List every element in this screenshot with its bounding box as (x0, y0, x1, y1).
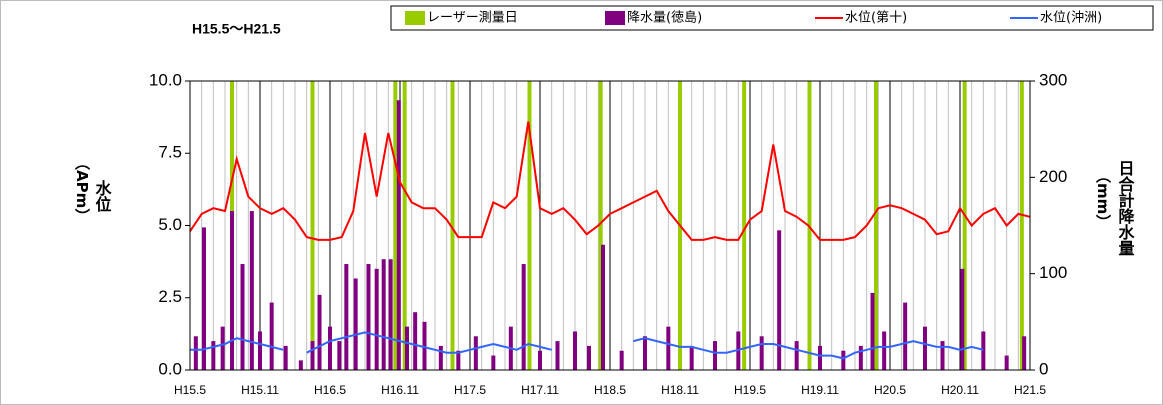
rain-bar (689, 345, 694, 370)
rain-bar (310, 341, 315, 370)
rain-bar (240, 264, 245, 370)
x-tick-label: H20.11 (941, 383, 979, 397)
rain-bar (981, 331, 986, 370)
y2-axis-unit: （mm） (1094, 168, 1112, 229)
rain-bar (903, 302, 908, 370)
rain-bar (353, 278, 358, 370)
rain-bar (587, 345, 591, 370)
rain-bar (258, 331, 262, 370)
rain-bar (317, 294, 322, 370)
rain-bar (1004, 355, 1009, 370)
y-tick-label: 5.0 (158, 215, 182, 234)
rain-bar (882, 331, 887, 370)
x-tick-label: H16.5 (314, 383, 346, 397)
legend-swatch (605, 11, 625, 25)
x-tick-label: H19.5 (734, 383, 766, 397)
rain-bar (374, 268, 379, 370)
rain-bar (220, 326, 225, 370)
y2-tick-label: 0 (1039, 359, 1048, 378)
rain-bar (193, 336, 198, 370)
rain-bar (538, 350, 542, 370)
rain-bar (759, 336, 764, 370)
rain-bar (619, 350, 624, 370)
rain-bar (858, 345, 863, 370)
rain-bar (573, 331, 577, 370)
x-tick-label: H21.5 (1014, 383, 1046, 397)
rain-bar (601, 244, 605, 370)
y2-axis-label: 日合計降水量 (1116, 160, 1135, 256)
x-tick-label: H17.11 (521, 383, 559, 397)
x-tick-label: H18.11 (661, 383, 699, 397)
rain-bar (643, 336, 647, 370)
y-axis-label: 水位 (93, 179, 112, 213)
x-tick-label: H15.5 (174, 383, 206, 397)
x-tick-label: H19.11 (801, 383, 839, 397)
rain-bar (456, 350, 461, 370)
y-tick-label: 0.0 (158, 359, 182, 378)
rain-bar (923, 326, 927, 370)
y2-tick-label: 100 (1039, 263, 1067, 282)
rain-bar (870, 292, 875, 370)
legend-label: 水位(沖洲) (1040, 11, 1102, 26)
legend: レーザー測量日 降水量(徳島) 水位(第十) 水位(沖洲) (405, 11, 1102, 26)
rain-bar (298, 360, 303, 370)
rain-bar (794, 341, 799, 370)
y-tick-label: 7.5 (158, 143, 182, 162)
rain-bar (422, 321, 427, 370)
x-tick-label: H18.5 (594, 383, 626, 397)
rain-bar (396, 100, 401, 371)
rain-bar (491, 355, 496, 370)
y-tick-label: 2.5 (158, 287, 182, 306)
x-tick-label: H17.5 (454, 383, 486, 397)
y2-tick-label: 200 (1039, 167, 1067, 186)
rain-bar (269, 302, 274, 370)
rain-bar (202, 227, 206, 370)
rain-bar (344, 264, 349, 370)
rain-bar (366, 264, 371, 370)
rain-bar (666, 326, 671, 370)
x-tick-label: H16.11 (381, 383, 419, 397)
rain-bar (230, 211, 234, 370)
rain-bar (413, 312, 418, 370)
rain-bar (211, 341, 216, 370)
rain-bar (337, 341, 342, 370)
y-axis-unit: （APm） (73, 155, 91, 223)
rain-bar (841, 350, 846, 370)
plot-frame (189, 80, 1031, 371)
rain-bar (328, 326, 332, 370)
rain-bar (438, 345, 443, 370)
legend-label: レーザー測量日 (427, 11, 518, 26)
rain-bar (388, 259, 393, 370)
rain-bar (960, 268, 965, 370)
rain-bar (249, 211, 254, 370)
rain-bar (521, 264, 526, 370)
y2-tick-label: 300 (1039, 70, 1067, 89)
water-level-line (189, 121, 1031, 241)
legend-label: 水位(第十) (845, 11, 907, 26)
rain-bar (381, 259, 386, 370)
legend-label: 降水量(徳島) (627, 11, 702, 26)
rain-bar (555, 341, 560, 370)
rain-bar (777, 230, 782, 370)
water-level-line (190, 331, 984, 360)
y-tick-label: 10.0 (149, 70, 182, 89)
legend-swatch (405, 11, 425, 25)
rain-bar (473, 336, 478, 370)
x-tick-label: H15.11 (241, 383, 279, 397)
rain-bar (713, 341, 717, 370)
rain-bar (1022, 336, 1027, 370)
chart-title: H15.5～H21.5 (192, 21, 281, 37)
rain-bar (818, 345, 822, 370)
rain-bar (283, 345, 288, 370)
rain-bar (940, 341, 945, 370)
rain-bar (405, 326, 409, 370)
x-tick-label: H20.5 (874, 383, 906, 397)
